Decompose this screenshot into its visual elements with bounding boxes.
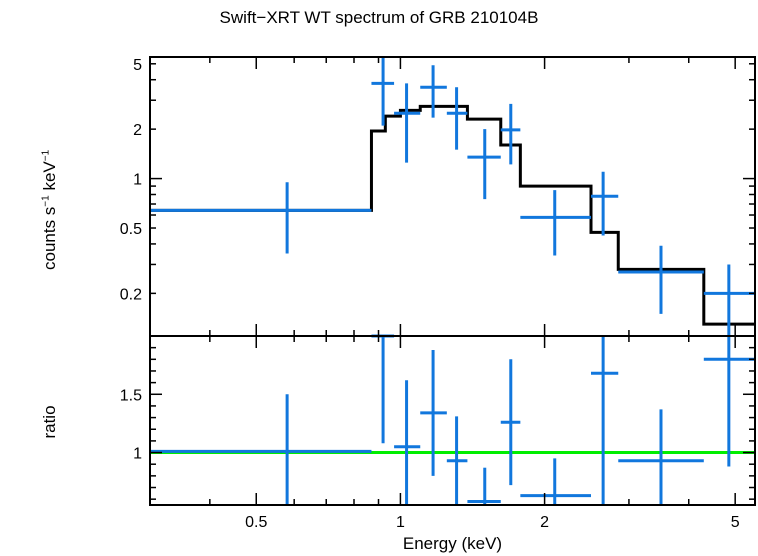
spectrum-y-tick-label: 5 xyxy=(133,57,142,74)
x-axis-label: Energy (keV) xyxy=(402,534,503,553)
x-tick-label: 0.5 xyxy=(245,514,267,531)
ratio-y-tick-label: 1 xyxy=(133,446,142,463)
ratio-panel-frame xyxy=(149,335,756,506)
ratio-y-tick-label: 1.5 xyxy=(120,387,142,404)
spectrum-y-tick-label: 2 xyxy=(133,122,142,139)
x-tick-label: 1 xyxy=(396,514,405,531)
x-tick-label: 5 xyxy=(731,514,740,531)
chart-title: Swift−XRT WT spectrum of GRB 210104B xyxy=(219,8,539,27)
x-tick-label: 2 xyxy=(540,514,549,531)
model-histogram xyxy=(150,104,755,326)
spectrum-y-tick-label: 1 xyxy=(133,172,142,189)
spectrum-panel-frame xyxy=(149,56,756,337)
spectrum-y-tick-label: 0.5 xyxy=(120,221,142,238)
spectrum-y-tick-label: 0.2 xyxy=(120,286,142,303)
